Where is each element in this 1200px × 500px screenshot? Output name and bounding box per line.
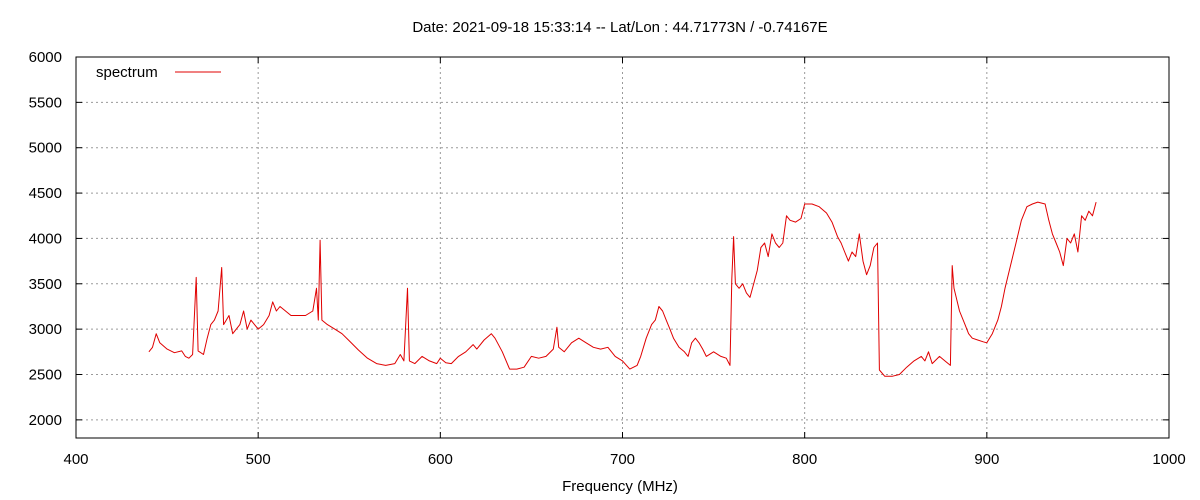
x-tick-label: 700 [610,451,635,468]
y-tick-label: 2000 [29,412,62,429]
x-tick-label: 600 [428,451,453,468]
x-tick-label: 500 [246,451,271,468]
legend: spectrum [96,64,221,81]
y-tick-label: 5500 [29,94,62,111]
series-line-spectrum [148,201,1097,377]
plot-frame [75,56,1170,439]
chart-title: Date: 2021-09-18 15:33:14 -- Lat/Lon : 4… [412,19,827,36]
y-tick-label: 3500 [29,276,62,293]
y-tick-label: 2500 [29,367,62,384]
x-axis-label: Frequency (MHz) [562,478,678,495]
x-tick-label: 800 [792,451,817,468]
y-tick-label: 4500 [29,185,62,202]
y-tick-label: 6000 [29,49,62,66]
axes: 400 500 600 700 800 900 1000 2000 2500 3000 3500 40… [29,49,1186,468]
series-layer [148,201,1097,377]
y-tick-label: 4000 [29,230,62,247]
grid [76,57,1169,438]
x-tick-label: 1000 [1152,451,1185,468]
x-tick-label: 900 [974,451,999,468]
legend-label-spectrum: spectrum [96,64,158,81]
y-tick-label: 5000 [29,140,62,157]
x-tick-label: 400 [63,451,88,468]
y-tick-label: 3000 [29,321,62,338]
